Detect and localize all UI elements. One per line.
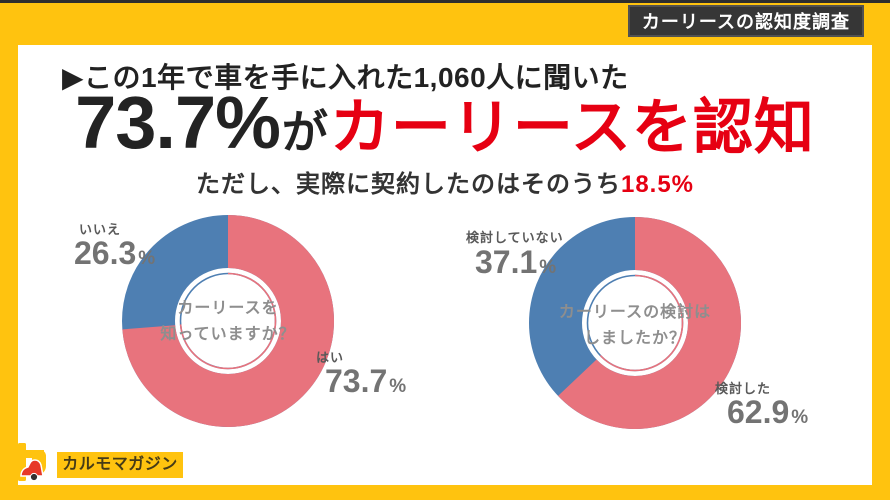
top-accent-line	[0, 0, 890, 3]
subtitle-text: ただし、実際に契約したのはそのうち	[195, 171, 621, 198]
wheel-icon	[29, 472, 39, 482]
slice-label-considered: 検討した	[715, 381, 772, 396]
slice-value-no: 26.3%	[74, 237, 155, 269]
donut-chart-awareness	[122, 215, 334, 427]
slice-label-not-considered: 検討していない	[466, 230, 564, 245]
slice-value-yes: 73.7%	[325, 365, 406, 397]
slice-value-number: 26.3	[74, 235, 137, 271]
subtitle-stat: 18.5%	[620, 171, 695, 198]
headline-stat: 73.7%	[75, 81, 281, 164]
slice-label-yes: はい	[316, 350, 345, 365]
chart-question-line: 知っていますか？	[160, 326, 296, 343]
survey-title-badge: カーリースの認知度調査	[627, 5, 864, 37]
chart-question-line: しましたか？	[583, 330, 686, 347]
chart-question-consideration: カーリースの検討は しましたか？	[545, 300, 725, 352]
subtitle: ただし、実際に契約したのはそのうち18.5%	[0, 164, 890, 199]
percent-sign: %	[389, 376, 407, 397]
percent-sign: %	[791, 407, 809, 428]
headline-keyword: カーリースを認知	[329, 94, 815, 161]
slice-label-no: いいえ	[79, 222, 122, 237]
percent-sign: %	[138, 248, 156, 269]
carmo-logo-text: カルモマガジン	[57, 452, 183, 478]
slice-value-number: 37.1	[475, 244, 538, 280]
chart-question-awareness: カーリースを 知っていますか？	[138, 296, 318, 348]
chart-question-line: カーリースの検討は	[558, 304, 712, 321]
percent-sign: %	[539, 257, 557, 278]
car-icon	[20, 459, 44, 477]
survey-lead-text: ▶この1年で車を手に入れた1,060人に聞いた	[62, 62, 629, 93]
headline: 73.7%がカーリースを認知	[0, 86, 890, 160]
slice-value-considered: 62.9%	[727, 396, 808, 428]
chart-question-line: カーリースを	[177, 300, 279, 317]
headline-particle: が	[281, 106, 328, 158]
slice-value-number: 62.9	[727, 394, 790, 430]
carmo-logo-icon	[18, 443, 46, 482]
donut-chart-consideration	[529, 217, 741, 429]
slice-value-not-considered: 37.1%	[475, 246, 556, 278]
slice-value-number: 73.7	[325, 363, 388, 399]
